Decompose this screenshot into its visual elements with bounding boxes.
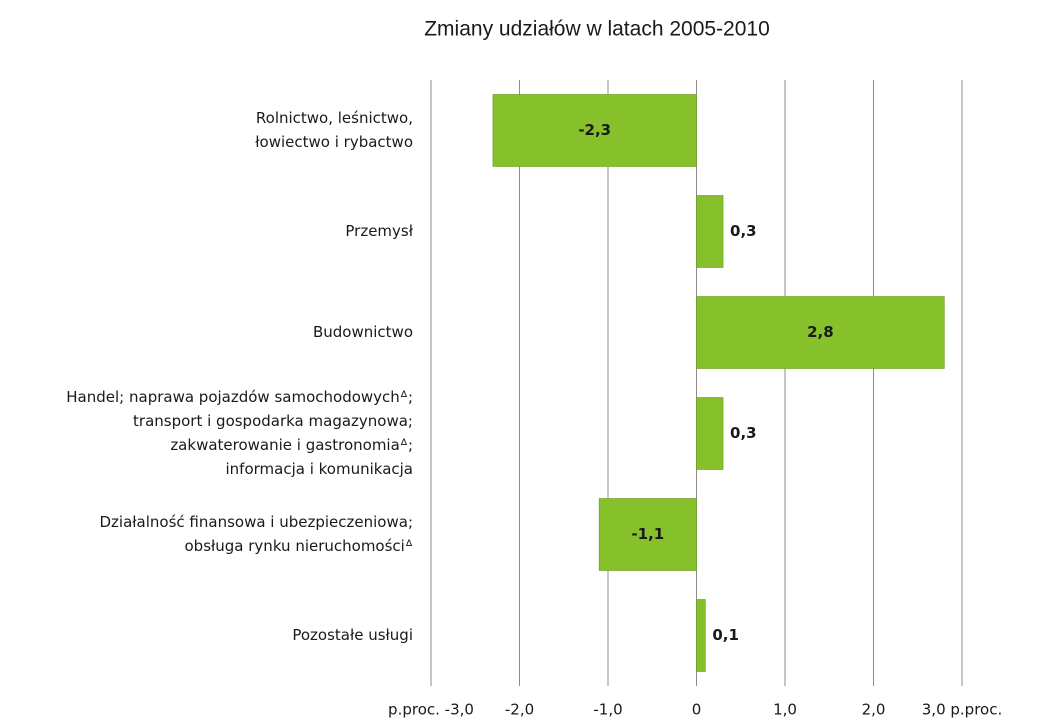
- category-label: Przemysł: [345, 222, 413, 240]
- category-label: zakwaterowanie i gastronomiaᐞ;: [170, 436, 413, 454]
- category-label: Budownictwo: [313, 323, 413, 341]
- bar: [696, 397, 724, 470]
- chart-title: Zmiany udziałów w latach 2005-2010: [424, 18, 770, 41]
- value-label: -1,1: [631, 525, 664, 543]
- value-label: 0,3: [730, 222, 757, 240]
- category-label: obsługa rynku nieruchomościᐞ: [185, 537, 414, 555]
- category-label: Handel; naprawa pojazdów samochodowychᐞ;: [66, 388, 413, 406]
- bar: [696, 599, 706, 672]
- category-label: łowiectwo i rybactwo: [255, 133, 413, 151]
- x-tick-label: 3,0 p.proc.: [922, 701, 1002, 719]
- x-tick-label: -1,0: [593, 701, 622, 719]
- value-label: 0,3: [730, 424, 757, 442]
- x-tick-label: p.proc. -3,0: [388, 701, 474, 719]
- value-label: -2,3: [578, 121, 611, 139]
- bar: [598, 498, 697, 571]
- bar: [492, 94, 697, 167]
- category-label: informacja i komunikacja: [226, 460, 414, 478]
- category-label: Rolnictwo, leśnictwo,: [256, 109, 413, 127]
- bar: [696, 195, 724, 268]
- category-label: Pozostałe usługi: [292, 626, 413, 644]
- value-label: 0,1: [712, 626, 739, 644]
- bar: [696, 296, 945, 369]
- x-tick-label: 2,0: [862, 701, 886, 719]
- x-tick-label: 1,0: [773, 701, 797, 719]
- value-label: 2,8: [807, 323, 834, 341]
- category-label: transport i gospodarka magazynowa;: [133, 412, 413, 430]
- category-label: Działalność finansowa i ubezpieczeniowa;: [100, 513, 414, 531]
- x-tick-label: 0: [692, 701, 702, 719]
- x-tick-label: -2,0: [505, 701, 534, 719]
